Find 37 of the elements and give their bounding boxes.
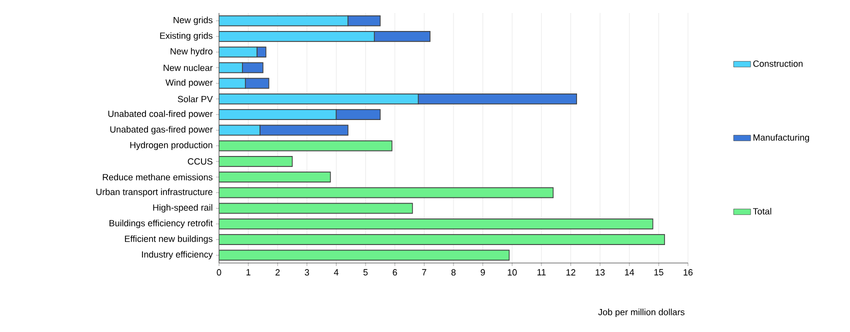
x-tick-label: 0: [216, 269, 222, 276]
y-tick-label: Industry efficiency: [142, 251, 213, 260]
x-tick-label: 7: [422, 269, 426, 276]
x-tick-label: 5: [363, 269, 368, 276]
y-tick-label: Buildings efficiency retrofit: [110, 220, 213, 228]
y-tick-label: New grids: [174, 16, 212, 25]
legend-label: Manufacturing: [754, 134, 810, 142]
x-tick-label: 16: [684, 269, 693, 276]
x-tick-label: 6: [392, 269, 397, 276]
y-tick-label: Urban transport infrastructure: [96, 188, 212, 197]
x-tick-label: 14: [625, 269, 634, 276]
x-tick-label: 3: [304, 269, 310, 276]
y-tick-label: Wind power: [166, 79, 213, 88]
x-tick-label: 10: [508, 269, 517, 276]
y-tick-label: Efficient new buildings: [124, 235, 212, 244]
y-tick-label: High-speed rail: [153, 204, 212, 212]
y-tick-label: Reduce methane emissions: [102, 174, 212, 180]
y-tick-label: Unabated coal-fired power: [108, 110, 213, 119]
x-tick-label: 9: [480, 269, 485, 276]
x-tick-label: 2: [276, 269, 280, 276]
x-tick-label: 4: [334, 269, 338, 276]
x-axis-title: Job per million dollars: [598, 308, 684, 318]
y-tick-label: CCUS: [188, 158, 212, 165]
y-tick-label: Unabated gas-fired power: [110, 126, 213, 134]
x-tick-label: 1: [246, 269, 250, 276]
y-tick-label: Hydrogen production: [130, 142, 212, 150]
y-tick-label: Solar PV: [178, 96, 213, 102]
x-tick-label: 13: [596, 269, 605, 276]
legend-label: Construction: [753, 60, 803, 67]
legend-label: Total: [753, 208, 772, 214]
y-tick-label: New hydro: [170, 48, 212, 56]
x-tick-label: 8: [451, 269, 456, 276]
x-tick-label: 11: [537, 269, 546, 276]
x-tick-label: 12: [566, 269, 576, 276]
y-tick-label: New nuclear: [164, 64, 213, 71]
x-tick-label: 15: [654, 269, 664, 276]
y-tick-label: Existing grids: [160, 32, 212, 41]
